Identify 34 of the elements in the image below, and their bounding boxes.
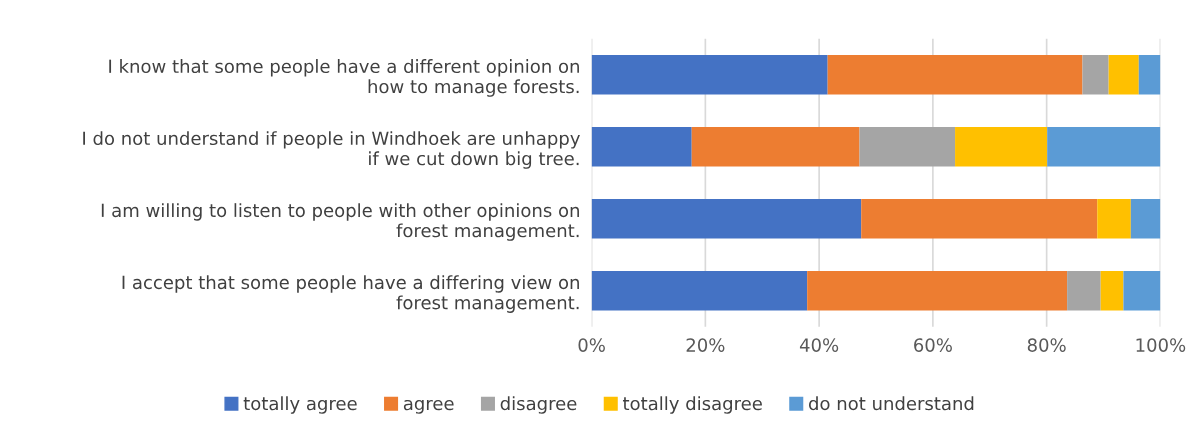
x-tick-label: 20% bbox=[686, 338, 725, 352]
bar bbox=[591, 126, 692, 167]
legend-label: agree bbox=[403, 399, 454, 414]
bar bbox=[1047, 126, 1161, 167]
legend-label: disagree bbox=[500, 396, 577, 414]
x-tick-label: 0% bbox=[578, 338, 605, 352]
bar bbox=[591, 270, 808, 311]
bar bbox=[859, 126, 956, 167]
bar bbox=[691, 126, 860, 167]
y-tick-label: I know that some people have a different opinion on how to manage forests. bbox=[109, 59, 579, 97]
bar bbox=[807, 270, 1068, 311]
legend-label: totally agree bbox=[243, 396, 357, 414]
y-tick-label: I am willing to listen to people with other opinions on forest management. bbox=[101, 203, 579, 241]
x-tick-label: 60% bbox=[914, 338, 952, 352]
legend-label: do not understand bbox=[808, 396, 974, 411]
x-tick-label: 40% bbox=[799, 338, 839, 352]
bar bbox=[861, 198, 1098, 239]
bar bbox=[591, 54, 828, 95]
bar bbox=[1130, 198, 1161, 239]
bar bbox=[1108, 54, 1139, 95]
y-tick-label: I accept that some people have a differing view on forest management. bbox=[122, 275, 579, 313]
y-tick-label: I do not understand if people in Windhoek are unhappy if we cut down big tree. bbox=[83, 131, 580, 169]
x-tick-label: 100% bbox=[1136, 338, 1186, 352]
bar bbox=[1097, 198, 1131, 239]
x-tick-label: 80% bbox=[1027, 338, 1066, 352]
bar bbox=[1067, 270, 1101, 311]
bar bbox=[827, 54, 1083, 95]
bar bbox=[1138, 54, 1161, 95]
bar bbox=[591, 198, 862, 239]
bar bbox=[1082, 54, 1109, 95]
bar bbox=[955, 126, 1048, 167]
legend-label: totally disagree bbox=[622, 396, 762, 414]
bar bbox=[1100, 270, 1124, 311]
bar bbox=[1123, 270, 1161, 311]
